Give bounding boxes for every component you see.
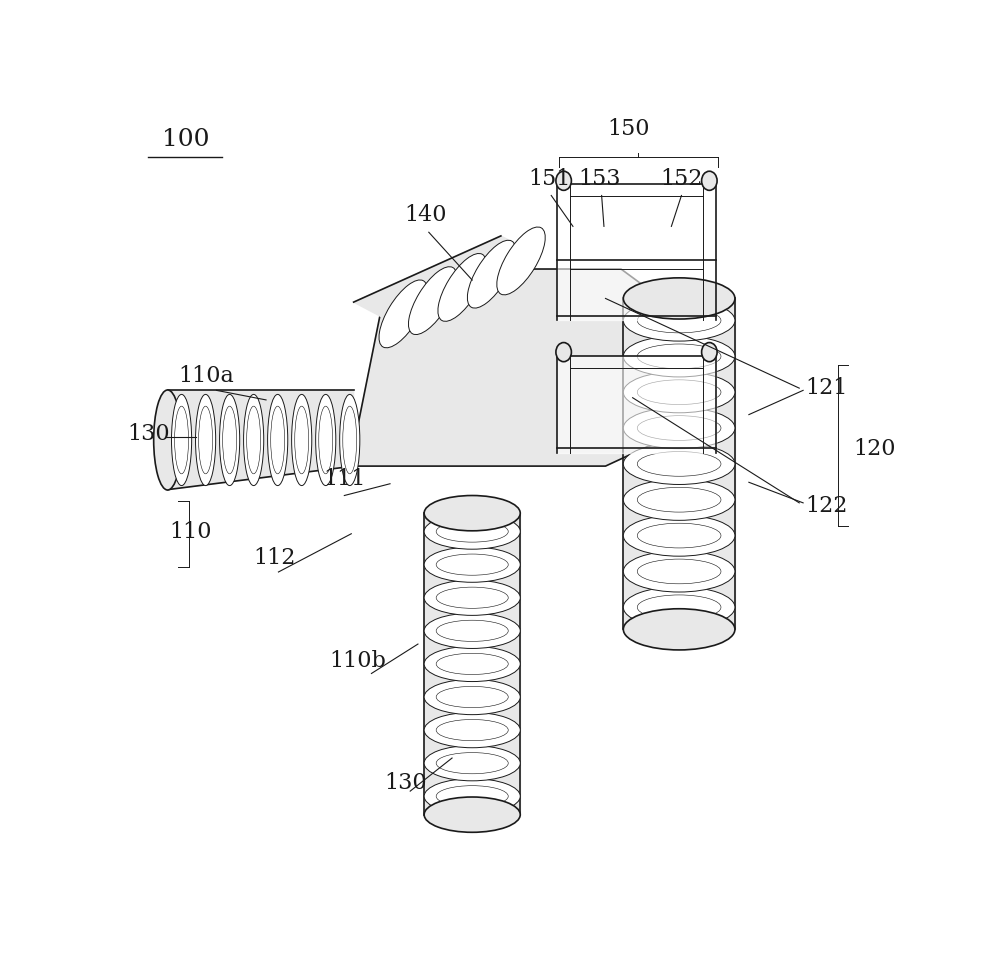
Text: 110a: 110a <box>178 365 234 387</box>
Text: 150: 150 <box>608 117 650 139</box>
Text: 111: 111 <box>323 468 366 490</box>
Ellipse shape <box>292 394 312 485</box>
Polygon shape <box>557 184 716 321</box>
Polygon shape <box>354 236 536 321</box>
Ellipse shape <box>316 394 336 485</box>
Ellipse shape <box>623 408 735 449</box>
Text: 130: 130 <box>127 423 170 445</box>
Ellipse shape <box>172 394 192 485</box>
Text: 112: 112 <box>253 547 296 569</box>
Ellipse shape <box>702 171 717 190</box>
Ellipse shape <box>623 515 735 556</box>
Text: 153: 153 <box>578 168 621 190</box>
Text: 110b: 110b <box>329 650 386 672</box>
Text: 152: 152 <box>660 168 703 190</box>
Polygon shape <box>557 356 716 453</box>
Ellipse shape <box>623 479 735 520</box>
Text: 121: 121 <box>805 377 848 399</box>
Ellipse shape <box>244 394 264 485</box>
Ellipse shape <box>424 514 520 549</box>
Ellipse shape <box>497 227 545 295</box>
Text: 151: 151 <box>529 168 571 190</box>
Polygon shape <box>350 269 710 466</box>
Ellipse shape <box>268 394 288 485</box>
Ellipse shape <box>623 586 735 627</box>
Ellipse shape <box>424 613 520 648</box>
Ellipse shape <box>424 797 520 833</box>
Ellipse shape <box>623 300 735 341</box>
Text: 120: 120 <box>854 438 896 460</box>
Ellipse shape <box>154 390 182 490</box>
Ellipse shape <box>424 496 520 531</box>
Ellipse shape <box>424 647 520 682</box>
Ellipse shape <box>196 394 216 485</box>
Ellipse shape <box>623 608 735 650</box>
Ellipse shape <box>623 443 735 484</box>
Ellipse shape <box>424 778 520 814</box>
Ellipse shape <box>702 343 717 362</box>
Ellipse shape <box>623 551 735 592</box>
Ellipse shape <box>340 394 360 485</box>
Ellipse shape <box>379 280 427 348</box>
Ellipse shape <box>424 580 520 615</box>
Text: 140: 140 <box>404 204 447 226</box>
Ellipse shape <box>424 712 520 748</box>
Ellipse shape <box>623 371 735 413</box>
Ellipse shape <box>438 253 486 321</box>
Ellipse shape <box>220 394 240 485</box>
Ellipse shape <box>556 343 571 362</box>
Ellipse shape <box>424 746 520 781</box>
Ellipse shape <box>424 547 520 583</box>
Polygon shape <box>623 299 735 629</box>
Ellipse shape <box>623 278 735 319</box>
Text: 100: 100 <box>162 128 209 151</box>
Ellipse shape <box>408 266 457 334</box>
Ellipse shape <box>424 679 520 714</box>
Ellipse shape <box>623 336 735 377</box>
Ellipse shape <box>467 241 516 308</box>
Text: 110: 110 <box>170 521 212 543</box>
Polygon shape <box>168 391 354 490</box>
Text: 122: 122 <box>805 495 848 517</box>
Polygon shape <box>424 513 520 815</box>
Ellipse shape <box>556 171 571 190</box>
Text: 130: 130 <box>384 772 427 794</box>
